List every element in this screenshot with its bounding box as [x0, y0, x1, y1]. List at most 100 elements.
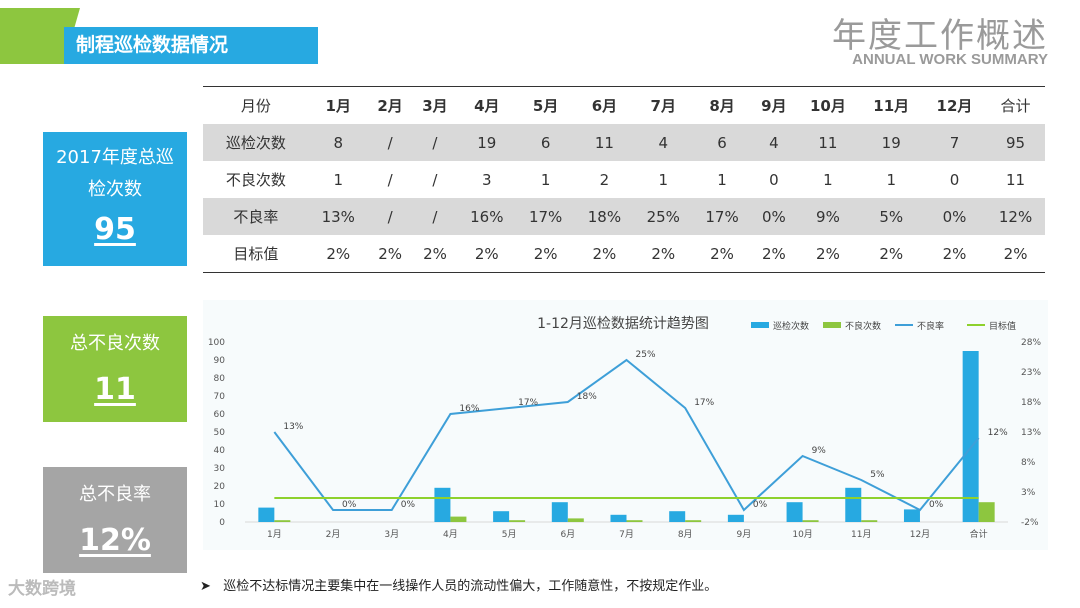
- table-cell: 17%: [692, 198, 752, 235]
- bar-defects: [274, 520, 291, 522]
- x-tick-label: 6月: [560, 529, 575, 540]
- table-cell: 2%: [457, 235, 517, 273]
- card-label: 总不良率: [79, 484, 151, 505]
- table-cell: 6: [692, 124, 752, 161]
- bar-inspections: [493, 511, 510, 522]
- section-title: 制程巡检数据情况: [64, 27, 318, 64]
- defect-rate-label: 12%: [988, 428, 1008, 438]
- bar-inspections: [434, 487, 451, 522]
- y-right-tick-label: 8%: [1021, 458, 1036, 468]
- table-header-cell: 6月: [575, 86, 634, 124]
- table-cell: /: [412, 198, 458, 235]
- table-cell: 4: [751, 124, 797, 161]
- table-cell: 2%: [922, 235, 987, 273]
- defect-rate-label: 25%: [636, 350, 656, 360]
- table-cell: 2%: [367, 235, 413, 273]
- table-row: 不良次数 1 / / 3 1 2 1 1 0 1 1 0 11: [203, 161, 1045, 198]
- y-left-tick-label: 100: [208, 338, 225, 348]
- bar-defects: [567, 518, 584, 522]
- table-cell: 2: [599, 170, 610, 189]
- chart-title: 1-12月巡检数据统计趋势图: [537, 316, 709, 332]
- table-cell: 1: [658, 170, 668, 189]
- y-left-tick-label: 60: [214, 410, 226, 420]
- table-cell: 不良次数: [225, 171, 286, 189]
- table-cell: 2%: [986, 235, 1045, 273]
- table-cell: 2%: [516, 235, 576, 273]
- table-cell: 16%: [457, 198, 517, 235]
- bar-inspections: [903, 509, 920, 522]
- table-cell: 11: [575, 124, 634, 161]
- y-left-tick-label: 20: [214, 482, 226, 492]
- bar-inspections: [786, 502, 803, 522]
- bar-defects: [685, 520, 702, 522]
- table-cell: 95: [986, 124, 1045, 161]
- table-cell: 2%: [692, 235, 752, 273]
- table-cell: /: [387, 170, 393, 189]
- card-value: 95: [94, 212, 136, 247]
- defect-rate-label: 5%: [870, 470, 885, 480]
- bar-defects: [626, 520, 643, 522]
- total-defects-card: 总不良次数 11: [43, 316, 187, 422]
- table-cell: 1: [823, 170, 833, 189]
- corner-accent: [0, 8, 80, 64]
- y-right-tick-label: 13%: [1021, 428, 1041, 438]
- table-cell: 1: [717, 170, 727, 189]
- table-cell: 1: [333, 170, 344, 189]
- table-cell: /: [367, 124, 413, 161]
- defect-rate-label: 9%: [812, 446, 827, 456]
- y-right-tick-label: 3%: [1021, 488, 1036, 498]
- table-header-row: 月份 1月 2月 3月 4月 5月 6月 7月 8月 9月 10月 11月 12…: [203, 86, 1045, 124]
- table-header-cell: 2月: [367, 86, 413, 124]
- defect-rate-label: 0%: [753, 500, 768, 510]
- x-tick-label: 11月: [851, 529, 871, 540]
- table-cell: 12%: [986, 198, 1045, 235]
- y-left-tick-label: 90: [214, 356, 226, 366]
- table-cell: 目标值: [203, 235, 309, 273]
- table-cell: 1: [886, 170, 896, 189]
- defect-rate-label: 0%: [342, 500, 357, 510]
- x-tick-label: 5月: [502, 529, 517, 540]
- legend-swatch: [823, 322, 841, 328]
- x-tick-label: 4月: [443, 529, 458, 540]
- legend-swatch: [751, 322, 769, 328]
- table-header-cell: 4月: [457, 86, 517, 124]
- table-cell: 7: [922, 124, 987, 161]
- table-cell: 11: [1006, 170, 1026, 189]
- table-cell: 0: [769, 170, 779, 189]
- footnote: ➤ 巡检不达标情况主要集中在一线操作人员的流动性偏大，工作随意性，不按规定作业。: [200, 579, 718, 594]
- table-header-cell: 9月: [751, 86, 797, 124]
- table-cell: 9%: [796, 198, 860, 235]
- y-right-tick-label: -2%: [1021, 518, 1039, 528]
- x-tick-label: 1月: [267, 529, 282, 540]
- bar-inspections: [727, 514, 744, 522]
- y-right-tick-label: 23%: [1021, 368, 1041, 378]
- defect-rate-label: 18%: [577, 392, 597, 402]
- table-cell: 巡检次数: [203, 124, 309, 161]
- x-tick-label: 10月: [792, 529, 812, 540]
- bar-defects: [509, 520, 526, 522]
- table-cell: 17%: [516, 198, 576, 235]
- inspection-data-table: 月份 1月 2月 3月 4月 5月 6月 7月 8月 9月 10月 11月 12…: [203, 86, 1045, 273]
- card-value: 12%: [79, 523, 151, 558]
- table-cell: 6: [516, 124, 576, 161]
- x-tick-label: 合计: [970, 528, 988, 540]
- footnote-text: 巡检不达标情况主要集中在一线操作人员的流动性偏大，工作随意性，不按规定作业。: [223, 579, 718, 594]
- x-tick-label: 9月: [737, 529, 752, 540]
- header-subtitle: ANNUAL WORK SUMMARY: [852, 51, 1048, 68]
- table-cell: 5%: [859, 198, 923, 235]
- chart-svg: 1-12月巡检数据统计趋势图 0 10 20 30 40 50 60 70 80 90 100 -2% 3…: [208, 316, 1042, 540]
- table-cell: 不良率: [203, 198, 309, 235]
- table-cell: 11: [796, 124, 860, 161]
- x-tick-label: 2月: [326, 529, 341, 540]
- table-cell: 8: [308, 124, 368, 161]
- table-cell: 19: [457, 124, 517, 161]
- table-header-cell: 1月: [308, 86, 368, 124]
- y-left-tick-label: 0: [219, 518, 225, 528]
- table-header-cell: 11月: [859, 86, 923, 124]
- y-left-tick-label: 80: [214, 374, 226, 384]
- bar-inspections: [669, 511, 686, 522]
- card-label: 2017年度总巡检次数: [56, 147, 174, 200]
- table-header-cell: 月份: [203, 86, 309, 124]
- x-tick-label: 8月: [678, 529, 693, 540]
- y-right-tick-label: 28%: [1021, 338, 1041, 348]
